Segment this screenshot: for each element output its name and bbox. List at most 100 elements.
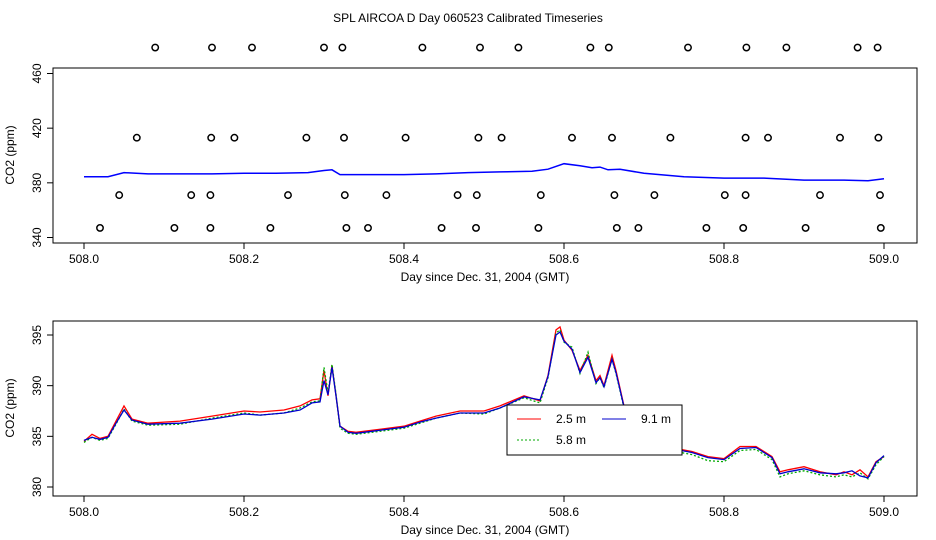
data-point: [739, 223, 748, 232]
bottom-y-axis: 380 385 390 395: [30, 325, 54, 497]
data-point: [568, 133, 576, 142]
data-point: [741, 133, 750, 142]
data-point: [876, 223, 885, 232]
bottom-y-tick-label: 395: [30, 325, 44, 345]
data-point: [720, 191, 729, 200]
data-point: [801, 223, 810, 232]
legend-box: [506, 404, 683, 456]
data-point: [151, 43, 160, 52]
bottom-x-axis-label: Day since Dec. 31, 2004 (GMT): [401, 523, 570, 537]
data-point: [187, 191, 196, 200]
data-point: [764, 133, 772, 142]
data-point: [586, 43, 595, 52]
top-y-tick-label: 420: [30, 118, 44, 138]
data-point: [702, 223, 711, 232]
series-line-2.5m: [83, 325, 885, 478]
top-x-tick-label: 508.4: [389, 252, 419, 266]
top-panel-frame: [52, 67, 918, 244]
data-point: [742, 43, 751, 52]
data-point: [207, 133, 216, 142]
data-point: [208, 43, 216, 52]
data-point: [836, 133, 844, 142]
data-point: [320, 43, 328, 52]
legend-label-5.8m: 5.8 m: [556, 433, 586, 447]
data-point: [534, 223, 543, 232]
bottom-y-tick-label: 380: [30, 477, 44, 497]
data-point: [418, 43, 427, 52]
series-line-5.8m: [83, 328, 885, 480]
data-point: [684, 43, 692, 52]
top-x-tick-label: 509.0: [869, 252, 899, 266]
series-line-co2: [84, 162, 885, 182]
data-point: [474, 133, 483, 142]
data-point: [206, 223, 215, 232]
data-point: [364, 223, 372, 232]
data-point: [853, 43, 862, 52]
top-x-tick-label: 508.8: [709, 252, 739, 266]
data-point: [873, 43, 882, 52]
data-point: [284, 191, 292, 200]
data-point: [382, 191, 391, 200]
legend: 2.5 m 5.8 m 9.1 m: [506, 404, 683, 456]
data-point: [610, 191, 619, 200]
data-point: [248, 43, 256, 52]
bottom-x-tick-label: 509.0: [869, 505, 899, 519]
data-point: [401, 133, 410, 142]
data-point: [876, 191, 884, 200]
data-point: [634, 223, 643, 232]
data-point: [782, 43, 791, 52]
data-point: [608, 133, 616, 142]
data-point: [170, 223, 179, 232]
data-point: [115, 191, 124, 200]
top-x-axis: 508.0 508.2 508.4 508.6 508.8 509.0: [69, 242, 899, 266]
bottom-x-tick-label: 508.8: [709, 505, 739, 519]
bottom-y-tick-label: 390: [30, 375, 44, 395]
bottom-x-tick-label: 508.2: [229, 505, 259, 519]
data-point: [340, 191, 349, 200]
data-point: [612, 223, 621, 232]
data-point: [472, 191, 481, 200]
bottom-x-tick-label: 508.6: [549, 505, 579, 519]
data-point: [514, 43, 523, 52]
bottom-y-tick-label: 385: [30, 426, 44, 446]
data-point: [816, 191, 824, 200]
legend-label-2.5m: 2.5 m: [556, 412, 586, 426]
data-point: [650, 191, 659, 200]
data-point: [666, 133, 675, 142]
bottom-x-axis: 508.0 508.2 508.4 508.6 508.8 509.0: [69, 495, 899, 519]
data-point: [476, 43, 484, 52]
bottom-y-axis-label: CO2 (ppm): [3, 378, 17, 437]
top-y-tick-label: 460: [30, 63, 44, 83]
figure-title: SPL AIRCOA D Day 060523 Calibrated Times…: [333, 11, 603, 25]
data-point: [497, 133, 506, 142]
data-point: [472, 223, 480, 232]
bottom-plot-area: [83, 325, 885, 480]
data-point: [437, 223, 446, 232]
data-point: [874, 133, 883, 142]
legend-label-9.1m: 9.1 m: [641, 412, 671, 426]
data-point: [340, 133, 348, 142]
data-point: [536, 191, 545, 200]
data-point: [338, 43, 347, 52]
data-point: [230, 133, 239, 142]
top-y-tick-label: 380: [30, 173, 44, 193]
data-point: [604, 43, 613, 52]
data-point: [132, 133, 141, 142]
top-x-tick-label: 508.0: [69, 252, 99, 266]
top-y-tick-label: 340: [30, 227, 44, 247]
data-point: [741, 191, 750, 200]
top-plot-area: [84, 43, 885, 232]
top-x-axis-label: Day since Dec. 31, 2004 (GMT): [401, 270, 570, 284]
data-point: [453, 191, 462, 200]
bottom-x-tick-label: 508.0: [69, 505, 99, 519]
top-y-axis: 340 380 420 460: [30, 63, 54, 248]
top-x-tick-label: 508.6: [549, 252, 579, 266]
data-point: [206, 191, 215, 200]
top-panel-scatter: 508.0 508.2 508.4 508.6 508.8 509.0 340 380 420…: [3, 43, 918, 284]
data-point: [266, 223, 275, 232]
top-x-tick-label: 508.2: [229, 252, 259, 266]
bottom-panel-lines: 508.0 508.2 508.4 508.6 508.8 509.0 380 385 390…: [3, 320, 918, 537]
bottom-x-tick-label: 508.4: [389, 505, 419, 519]
data-point: [302, 133, 311, 142]
